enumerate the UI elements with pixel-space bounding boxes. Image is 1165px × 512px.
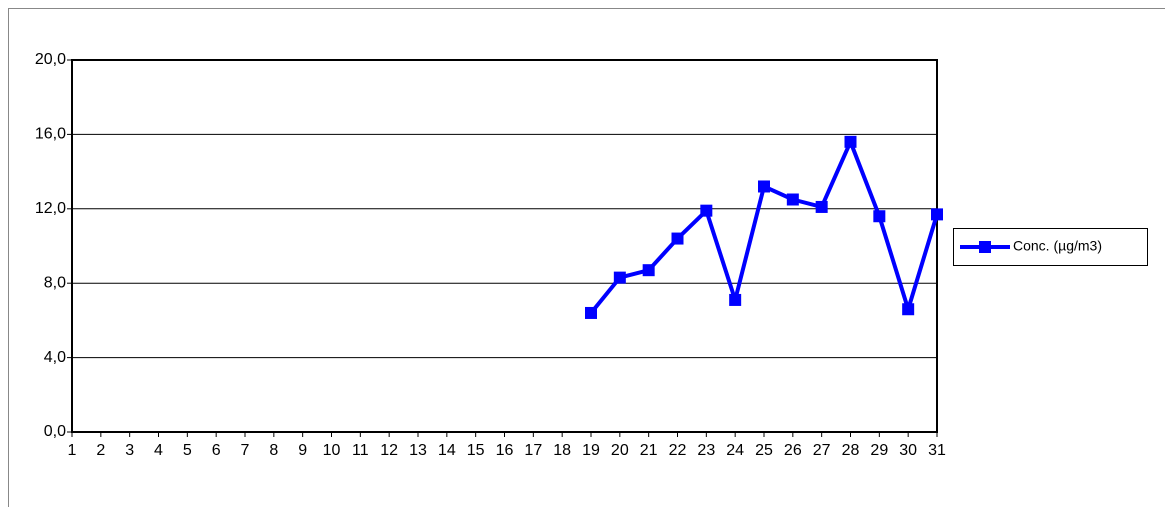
x-tick-label: 12 — [380, 442, 398, 459]
data-marker — [585, 307, 597, 319]
data-marker — [672, 233, 684, 245]
y-tick-label: 16,0 — [35, 126, 66, 143]
data-marker — [700, 205, 712, 217]
data-marker — [873, 210, 885, 222]
x-tick-label: 30 — [899, 442, 917, 459]
y-tick-label: 4,0 — [44, 349, 66, 366]
x-tick-label: 1 — [68, 442, 77, 459]
x-tick-label: 15 — [467, 442, 485, 459]
legend-label: Conc. (µg/m3) — [1013, 238, 1102, 254]
y-tick-label: 20,0 — [35, 51, 66, 68]
data-marker — [758, 180, 770, 192]
x-tick-label: 29 — [870, 442, 888, 459]
y-tick-label: 0,0 — [44, 423, 66, 440]
data-marker — [643, 264, 655, 276]
x-tick-label: 20 — [611, 442, 629, 459]
x-tick-label: 27 — [813, 442, 831, 459]
x-tick-label: 11 — [352, 442, 369, 459]
x-tick-label: 26 — [784, 442, 802, 459]
x-tick-label: 31 — [928, 442, 946, 459]
x-tick-label: 18 — [553, 442, 571, 459]
x-tick-label: 16 — [496, 442, 514, 459]
x-tick-label: 19 — [582, 442, 600, 459]
data-marker — [614, 272, 626, 284]
data-marker — [787, 194, 799, 206]
x-tick-label: 25 — [755, 442, 773, 459]
x-tick-label: 28 — [842, 442, 860, 459]
data-marker — [816, 201, 828, 213]
x-tick-label: 14 — [438, 442, 456, 459]
data-marker — [931, 208, 943, 220]
x-tick-label: 23 — [697, 442, 715, 459]
data-marker — [845, 136, 857, 148]
x-tick-label: 17 — [524, 442, 542, 459]
x-tick-label: 2 — [96, 442, 105, 459]
y-tick-label: 12,0 — [35, 200, 66, 217]
y-tick-label: 8,0 — [44, 274, 66, 291]
x-tick-label: 4 — [154, 442, 163, 459]
legend-marker — [979, 241, 991, 253]
data-marker — [902, 303, 914, 315]
x-tick-label: 9 — [298, 442, 307, 459]
x-tick-label: 10 — [323, 442, 341, 459]
x-tick-label: 8 — [269, 442, 278, 459]
x-tick-label: 13 — [409, 442, 427, 459]
x-tick-label: 7 — [241, 442, 250, 459]
x-tick-label: 6 — [212, 442, 221, 459]
x-tick-label: 21 — [640, 442, 658, 459]
plot-area — [72, 60, 937, 432]
data-marker — [729, 294, 741, 306]
x-tick-label: 3 — [125, 442, 134, 459]
x-tick-label: 5 — [183, 442, 192, 459]
x-tick-label: 22 — [669, 442, 687, 459]
x-tick-label: 24 — [726, 442, 744, 459]
